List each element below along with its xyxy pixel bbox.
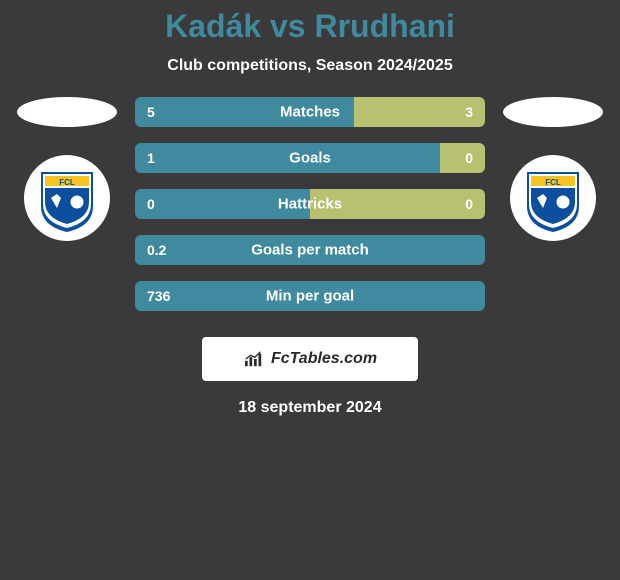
- stat-row: 736 Min per goal: [135, 281, 485, 311]
- stat-label: Min per goal: [266, 288, 354, 305]
- date-label: 18 september 2024: [0, 399, 620, 417]
- stat-row: 5 3 Matches: [135, 97, 485, 127]
- page-title: Kadák vs Rrudhani: [0, 8, 620, 45]
- stat-row: 1 0 Goals: [135, 143, 485, 173]
- svg-text:FCL: FCL: [545, 178, 561, 187]
- stat-value-left: 1: [147, 150, 155, 166]
- stat-value-left: 5: [147, 104, 155, 120]
- svg-text:FCL: FCL: [59, 178, 75, 187]
- stat-bars: 5 3 Matches 1 0 Goals 0 0 Hattricks 0.2 Goals per …: [135, 97, 485, 311]
- stat-value-right: 3: [465, 104, 473, 120]
- right-column: FCL: [503, 97, 603, 241]
- bar-right: [440, 143, 486, 173]
- fctables-logo: FcTables.com: [202, 337, 418, 381]
- player-right-placeholder: [503, 97, 603, 127]
- player-left-placeholder: [17, 97, 117, 127]
- stat-label: Hattricks: [278, 196, 342, 213]
- bar-left: [135, 143, 440, 173]
- club-badge-left: FCL: [24, 155, 110, 241]
- chart-icon: [243, 350, 265, 368]
- stat-label: Goals: [289, 150, 331, 167]
- subtitle: Club competitions, Season 2024/2025: [0, 57, 620, 75]
- fcl-badge-icon: FCL: [517, 162, 589, 234]
- left-column: FCL: [17, 97, 117, 241]
- stat-value-left: 0.2: [147, 242, 166, 258]
- stat-value-right: 0: [465, 150, 473, 166]
- stat-value-right: 0: [465, 196, 473, 212]
- stat-value-left: 0: [147, 196, 155, 212]
- stat-label: Goals per match: [251, 242, 369, 259]
- stat-row: 0 0 Hattricks: [135, 189, 485, 219]
- stat-label: Matches: [280, 104, 340, 121]
- fctables-label: FcTables.com: [271, 350, 377, 368]
- stat-value-left: 736: [147, 288, 170, 304]
- club-badge-right: FCL: [510, 155, 596, 241]
- stat-row: 0.2 Goals per match: [135, 235, 485, 265]
- fcl-badge-icon: FCL: [31, 162, 103, 234]
- stats-area: FCL 5 3 Matches 1 0 Goals 0 0 Hattricks 0.2 Goals …: [0, 97, 620, 311]
